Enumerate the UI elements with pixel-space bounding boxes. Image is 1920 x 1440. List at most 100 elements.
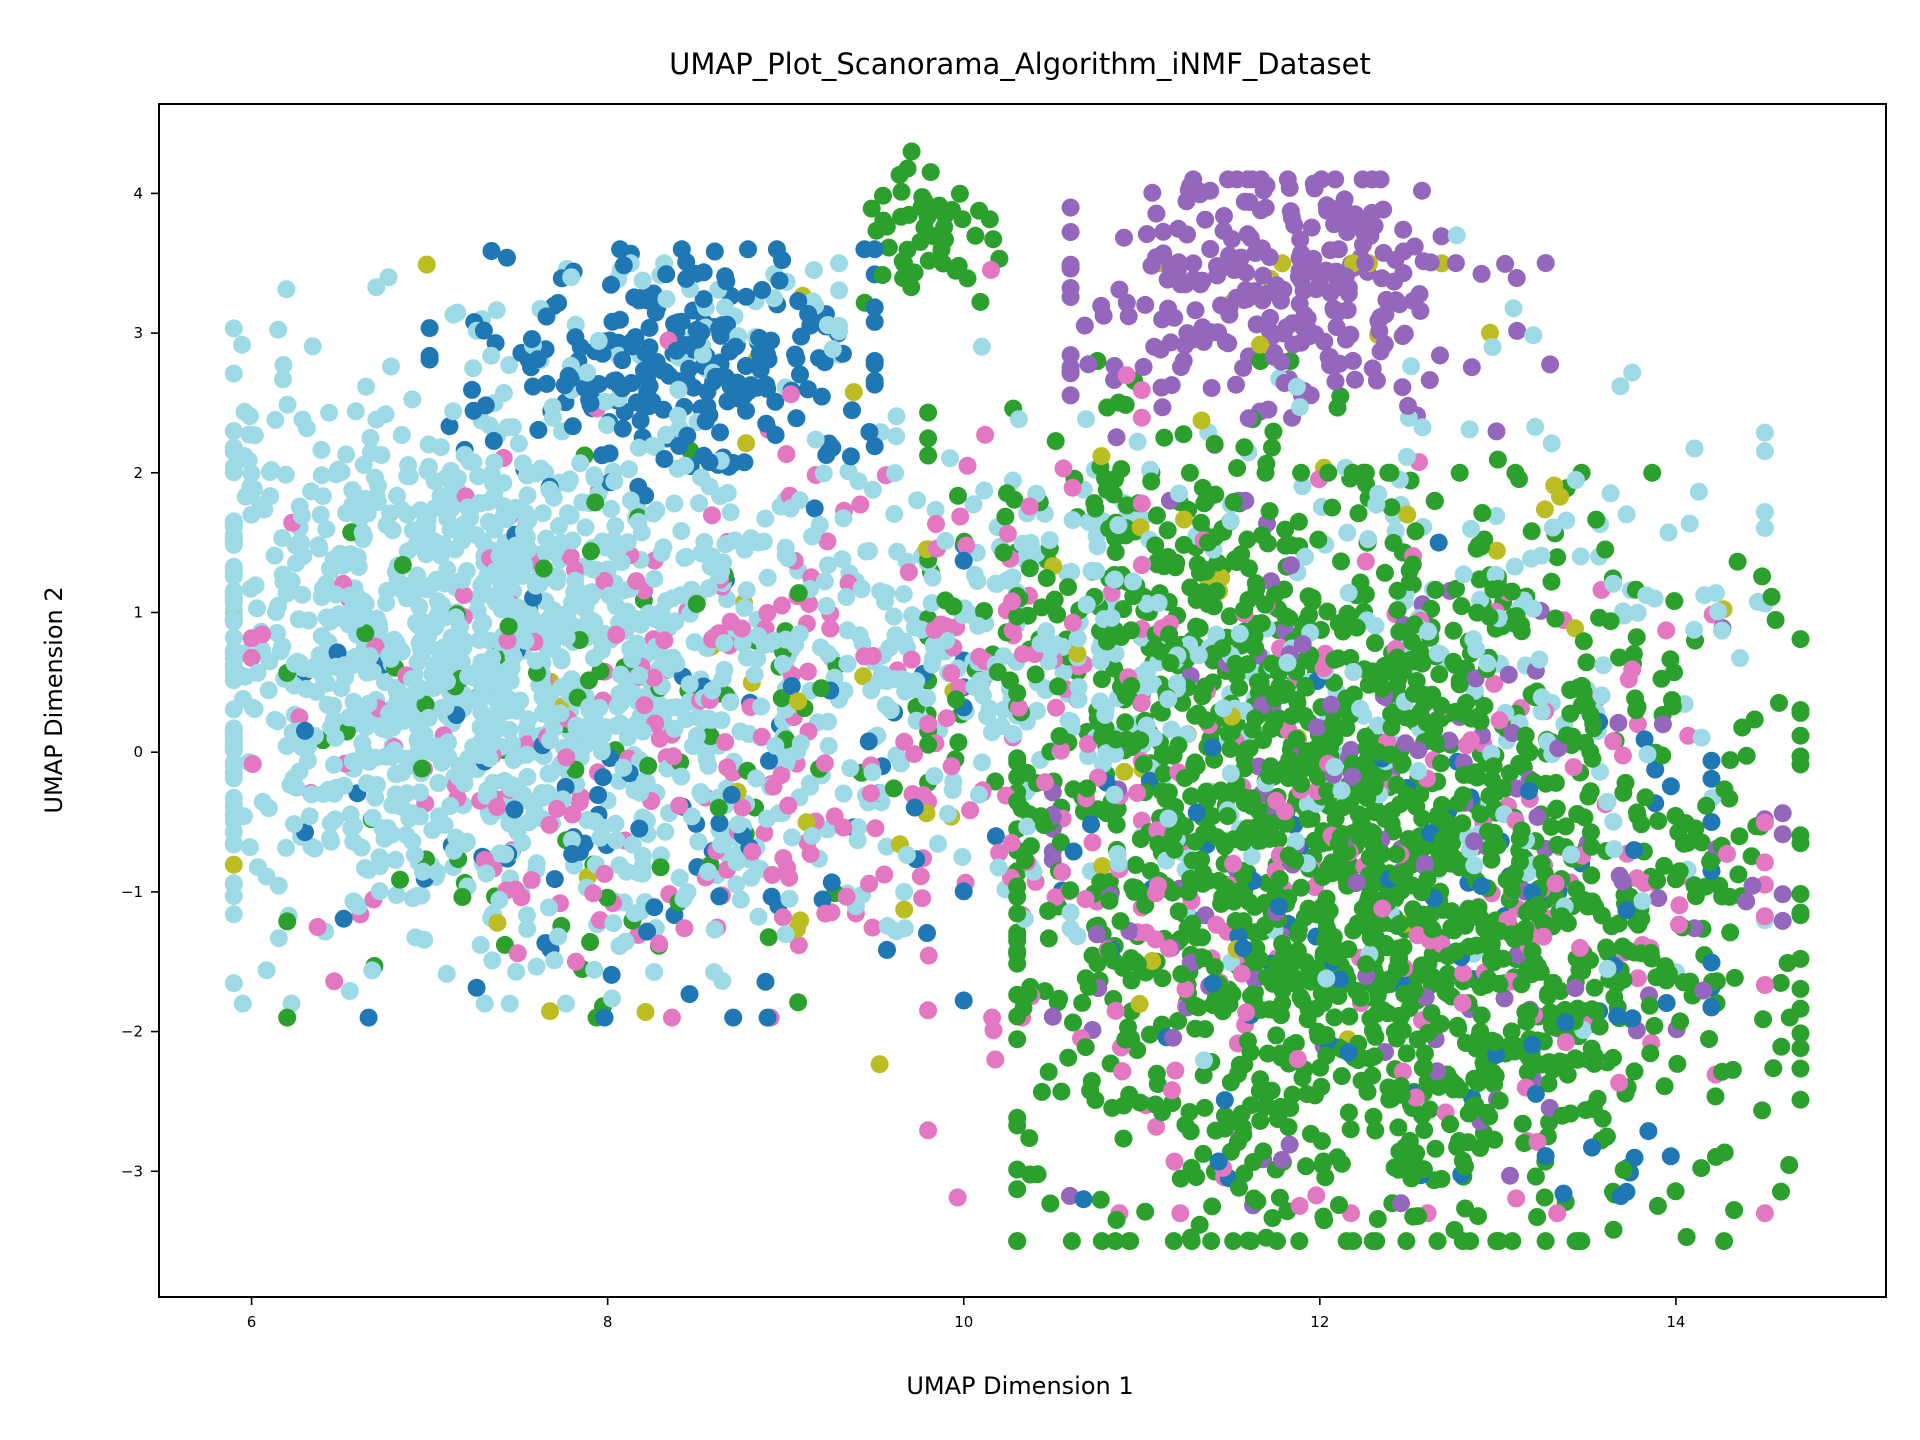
scatter-point	[490, 546, 509, 565]
scatter-point	[533, 504, 552, 523]
scatter-point	[1614, 783, 1633, 802]
scatter-point	[953, 210, 972, 229]
scatter-point	[1332, 1154, 1351, 1173]
scatter-point	[1577, 653, 1596, 672]
scatter-point	[1702, 998, 1721, 1017]
scatter-point	[484, 474, 502, 493]
scatter-point	[1422, 599, 1441, 618]
scatter-point	[650, 934, 669, 953]
scatter-point	[1351, 988, 1370, 1007]
scatter-point	[1513, 1114, 1532, 1133]
scatter-point	[388, 486, 406, 505]
scatter-point	[224, 735, 243, 754]
scatter-point	[1755, 907, 1774, 926]
scatter-point	[386, 850, 405, 869]
scatter-point	[253, 792, 272, 811]
scatter-point	[1430, 665, 1449, 684]
scatter-point	[772, 596, 791, 615]
scatter-point	[1608, 1007, 1627, 1026]
scatter-point	[1237, 1003, 1256, 1022]
scatter-point	[636, 486, 655, 505]
scatter-point	[1091, 652, 1110, 671]
scatter-point	[1152, 782, 1171, 801]
scatter-point	[522, 330, 541, 349]
scatter-point	[1669, 823, 1688, 842]
scatter-point	[1235, 1164, 1254, 1183]
scatter-point	[1508, 321, 1527, 340]
scatter-point	[953, 848, 972, 866]
scatter-point	[566, 760, 585, 779]
scatter-point	[669, 406, 687, 425]
scatter-point	[1194, 1144, 1213, 1163]
scatter-point	[927, 515, 945, 533]
scatter-point	[602, 965, 621, 984]
scatter-point	[1337, 330, 1355, 349]
scatter-point	[700, 453, 719, 471]
scatter-point	[1791, 906, 1810, 925]
scatter-point	[1244, 985, 1263, 1004]
scatter-point	[972, 337, 991, 356]
scatter-point	[655, 450, 674, 468]
scatter-point	[610, 856, 629, 875]
scatter-point	[776, 630, 795, 649]
scatter-point	[1301, 386, 1320, 405]
scatter-point	[375, 673, 394, 692]
scatter-point	[1507, 607, 1526, 626]
scatter-point	[1433, 796, 1451, 814]
scatter-point	[1388, 917, 1407, 935]
scatter-point	[1666, 806, 1685, 825]
scatter-point	[1137, 923, 1156, 942]
scatter-point	[352, 838, 371, 857]
scatter-point	[1571, 547, 1590, 566]
scatter-point	[503, 418, 522, 437]
scatter-point	[545, 951, 564, 970]
scatter-point	[1344, 921, 1363, 940]
scatter-point	[1505, 557, 1524, 576]
scatter-point	[1583, 1138, 1601, 1157]
scatter-point	[1467, 1039, 1486, 1058]
scatter-point	[464, 453, 483, 472]
scatter-point	[1566, 619, 1585, 638]
scatter-point	[586, 493, 605, 512]
scatter-point	[760, 751, 778, 770]
scatter-point	[1433, 830, 1452, 849]
scatter-point	[1195, 949, 1213, 968]
scatter-point	[1718, 844, 1736, 863]
scatter-point	[887, 746, 906, 765]
scatter-point	[1551, 487, 1569, 506]
scatter-point	[1092, 296, 1111, 315]
scatter-point	[1522, 522, 1541, 541]
scatter-point	[1251, 1111, 1270, 1130]
scatter-point	[1771, 973, 1790, 992]
x-tick-label: 10	[954, 1313, 973, 1331]
scatter-point	[731, 722, 750, 741]
scatter-point	[464, 359, 483, 378]
scatter-point	[1646, 760, 1665, 779]
scatter-point	[308, 918, 327, 936]
scatter-point	[672, 312, 691, 331]
scatter-point	[526, 464, 545, 483]
scatter-point	[317, 520, 336, 539]
scatter-point	[973, 686, 992, 705]
scatter-point	[549, 517, 568, 536]
scatter-point	[376, 405, 395, 424]
scatter-point	[589, 786, 607, 804]
scatter-point	[742, 868, 761, 887]
scatter-point	[626, 328, 645, 347]
scatter-point	[844, 383, 863, 402]
scatter-point	[1061, 903, 1080, 922]
scatter-point	[1337, 689, 1356, 708]
scatter-point	[623, 835, 642, 854]
scatter-point	[548, 612, 566, 631]
scatter-point	[1292, 463, 1311, 482]
scatter-point	[1283, 1085, 1302, 1104]
scatter-point	[1564, 758, 1583, 777]
scatter-point	[224, 628, 243, 647]
scatter-point	[1224, 493, 1243, 511]
scatter-point	[918, 924, 936, 942]
scatter-point	[1466, 1096, 1485, 1115]
scatter-point	[1061, 919, 1080, 938]
scatter-point	[1753, 1101, 1772, 1120]
scatter-point	[1534, 927, 1553, 946]
scatter-point	[1628, 969, 1647, 988]
